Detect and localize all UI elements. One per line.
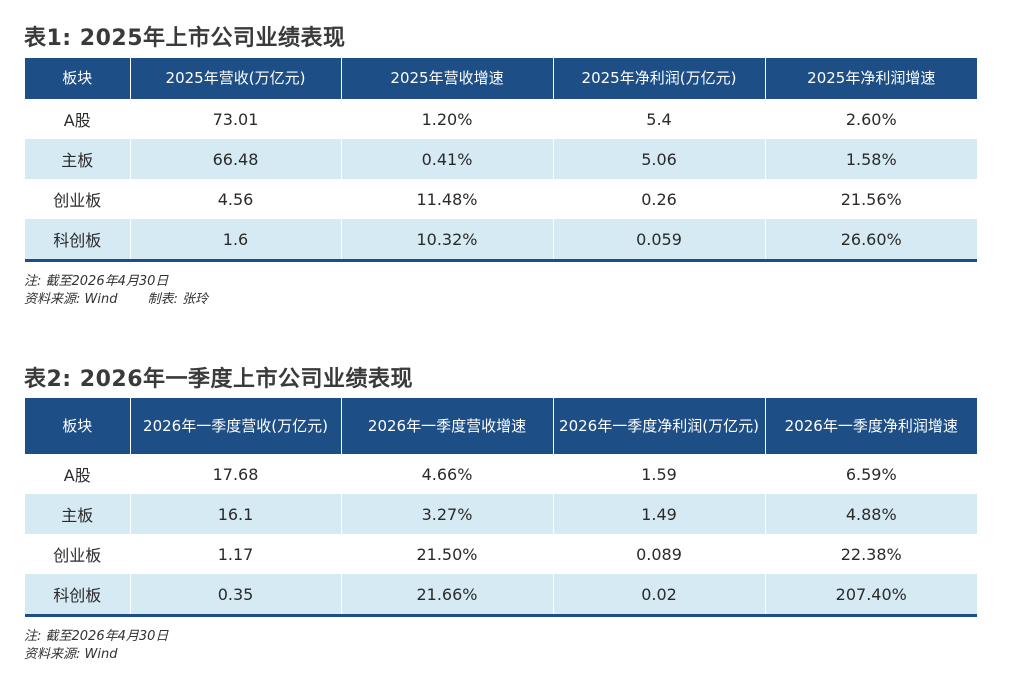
table-cell: 11.48%: [340, 179, 553, 219]
table-cell: 0.26: [552, 179, 765, 219]
table-cell: 1.58%: [764, 139, 977, 179]
table-row: 创业板 1.17 21.50% 0.089 22.38%: [25, 534, 977, 574]
table-cell: 科创板: [25, 219, 130, 262]
table-row: 科创板 1.6 10.32% 0.059 26.60%: [25, 219, 977, 262]
table-cell: 26.60%: [764, 219, 977, 262]
table2-header-revenue: 2026年一季度营收(万亿元): [129, 398, 341, 454]
table-cell: 创业板: [25, 179, 130, 219]
table-row: 主板 16.1 3.27% 1.49 4.88%: [25, 494, 977, 534]
table1: 板块 2025年营收(万亿元) 2025年营收增速 2025年净利润(万亿元) …: [25, 58, 977, 262]
table1-header-row: 板块 2025年营收(万亿元) 2025年营收增速 2025年净利润(万亿元) …: [25, 58, 977, 99]
table-cell: 5.4: [552, 99, 765, 139]
table-cell: 1.59: [552, 454, 765, 494]
table2-title: 表2: 2026年一季度上市公司业绩表现: [24, 367, 413, 392]
table2: 板块 2026年一季度营收(万亿元) 2026年一季度营收增速 2026年一季度…: [25, 398, 977, 617]
table1-header-net-profit: 2025年净利润(万亿元): [552, 58, 765, 99]
table1-footnote: 注: 截至2026年4月30日 资料来源: Wind 制表: 张玲: [24, 273, 208, 309]
table-cell: 17.68: [129, 454, 341, 494]
table-cell: 21.56%: [764, 179, 977, 219]
table-cell: 16.1: [129, 494, 341, 534]
table-cell: 5.06: [552, 139, 765, 179]
table-cell: 21.50%: [340, 534, 553, 574]
table-cell: 3.27%: [340, 494, 553, 534]
table-cell: 0.089: [552, 534, 765, 574]
table1-maker: 制表: 张玲: [147, 292, 208, 307]
table1-source-line: 资料来源: Wind 制表: 张玲: [24, 291, 208, 309]
table-cell: 0.35: [129, 574, 341, 617]
table-cell: 0.41%: [340, 139, 553, 179]
table-cell: 0.059: [552, 219, 765, 262]
table1-source: 资料来源: Wind: [24, 292, 118, 307]
table-row: A股 17.68 4.66% 1.59 6.59%: [25, 454, 977, 494]
table-row: A股 73.01 1.20% 5.4 2.60%: [25, 99, 977, 139]
table-row: 主板 66.48 0.41% 5.06 1.58%: [25, 139, 977, 179]
table2-source: 资料来源: Wind: [24, 647, 118, 662]
table-cell: 22.38%: [764, 534, 977, 574]
table-cell: 4.66%: [340, 454, 553, 494]
table-cell: 10.32%: [340, 219, 553, 262]
table2-header-row: 板块 2026年一季度营收(万亿元) 2026年一季度营收增速 2026年一季度…: [25, 398, 977, 454]
table-cell: 创业板: [25, 534, 130, 574]
table-cell: 73.01: [129, 99, 341, 139]
table-cell: 66.48: [129, 139, 341, 179]
table-cell: 1.17: [129, 534, 341, 574]
table-cell: 0.02: [552, 574, 765, 617]
table1-note-date: 注: 截至2026年4月30日: [24, 274, 169, 289]
table-cell: 4.56: [129, 179, 341, 219]
table-cell: 1.49: [552, 494, 765, 534]
table1-header-net-profit-growth: 2025年净利润增速: [764, 58, 977, 99]
table-row: 创业板 4.56 11.48% 0.26 21.56%: [25, 179, 977, 219]
table1-header-sector: 板块: [25, 58, 130, 99]
table-cell: 主板: [25, 494, 130, 534]
table-cell: 1.20%: [340, 99, 553, 139]
table2-header-revenue-growth: 2026年一季度营收增速: [340, 398, 553, 454]
table2-header-net-profit-growth: 2026年一季度净利润增速: [764, 398, 977, 454]
table-cell: 2.60%: [764, 99, 977, 139]
table-cell: A股: [25, 454, 130, 494]
table-row: 科创板 0.35 21.66% 0.02 207.40%: [25, 574, 977, 617]
table-cell: 4.88%: [764, 494, 977, 534]
table2-footnote: 注: 截至2026年4月30日 资料来源: Wind: [24, 628, 168, 664]
table-cell: 科创板: [25, 574, 130, 617]
table1-header-revenue-growth: 2025年营收增速: [340, 58, 553, 99]
table-cell: 207.40%: [764, 574, 977, 617]
table2-header-sector: 板块: [25, 398, 130, 454]
table-cell: 6.59%: [764, 454, 977, 494]
table-cell: 21.66%: [340, 574, 553, 617]
table1-header-revenue: 2025年营收(万亿元): [129, 58, 341, 99]
table2-note-date: 注: 截至2026年4月30日: [24, 629, 169, 644]
table1-title: 表1: 2025年上市公司业绩表现: [24, 26, 346, 51]
table-cell: 1.6: [129, 219, 341, 262]
table-cell: 主板: [25, 139, 130, 179]
table2-header-net-profit: 2026年一季度净利润(万亿元): [552, 398, 765, 454]
table-cell: A股: [25, 99, 130, 139]
